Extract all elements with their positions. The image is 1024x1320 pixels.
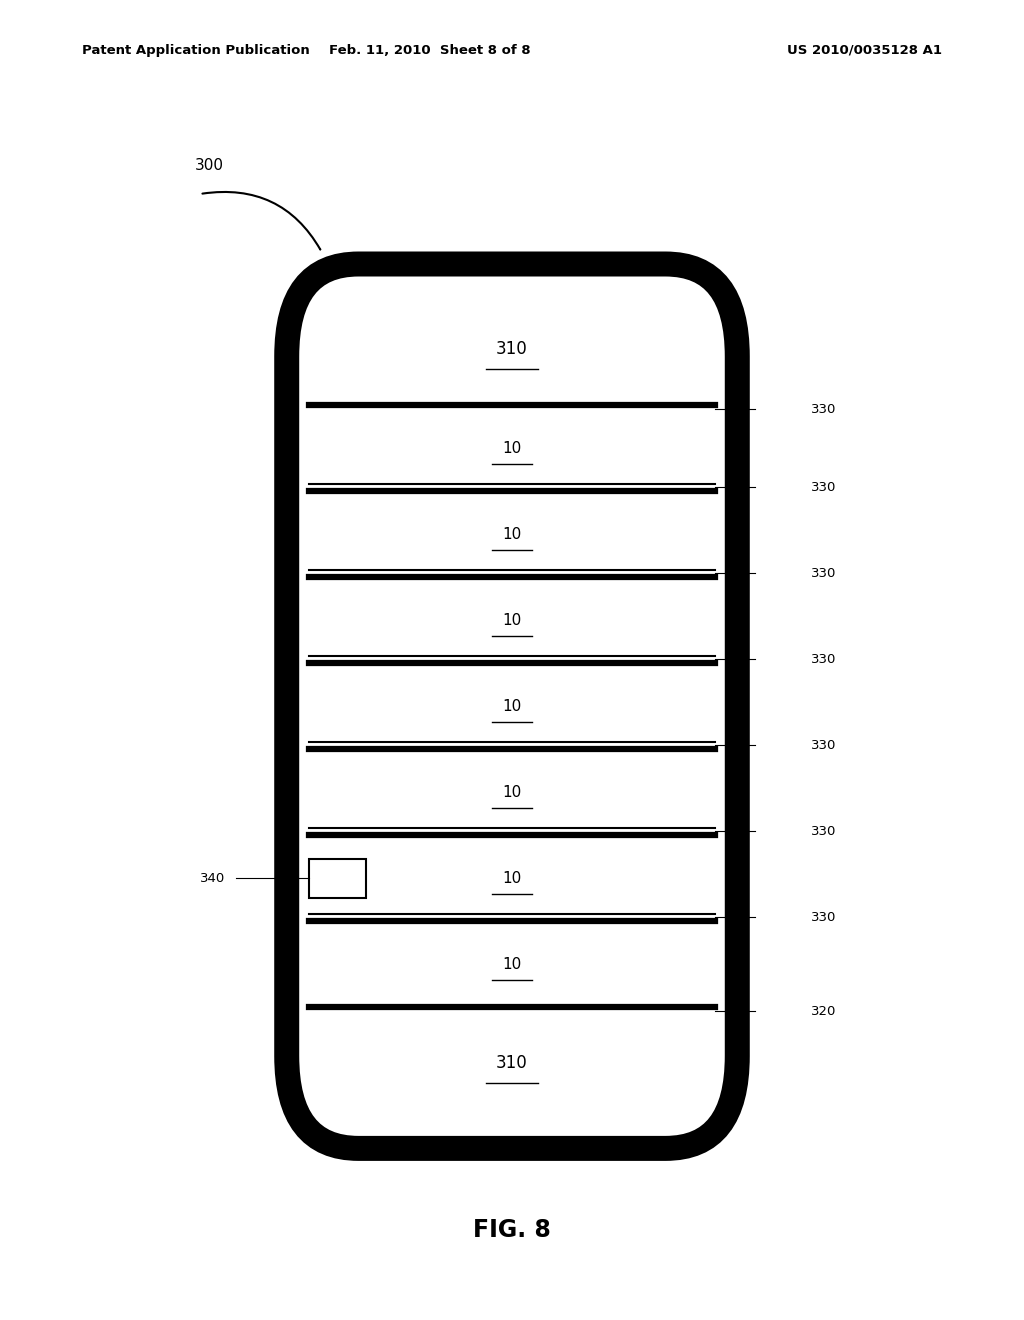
Text: Patent Application Publication: Patent Application Publication (82, 44, 309, 57)
Text: 330: 330 (811, 739, 837, 751)
Text: 330: 330 (811, 403, 837, 416)
Text: 340: 340 (200, 871, 225, 884)
Text: 10: 10 (503, 871, 521, 886)
Text: Feb. 11, 2010  Sheet 8 of 8: Feb. 11, 2010 Sheet 8 of 8 (330, 44, 530, 57)
Text: 330: 330 (811, 480, 837, 494)
FancyArrowPatch shape (203, 191, 321, 249)
Text: 10: 10 (503, 698, 521, 714)
Bar (309, 859, 366, 898)
Text: 10: 10 (503, 441, 521, 455)
Text: 10: 10 (503, 784, 521, 800)
Text: 300: 300 (195, 157, 223, 173)
FancyBboxPatch shape (287, 264, 737, 1148)
Text: 320: 320 (811, 1005, 837, 1018)
Text: 10: 10 (503, 527, 521, 541)
Text: FIG. 8: FIG. 8 (473, 1218, 551, 1242)
Text: 330: 330 (811, 825, 837, 838)
Text: 310: 310 (496, 341, 528, 358)
Text: 10: 10 (503, 957, 521, 972)
Text: 330: 330 (811, 911, 837, 924)
Text: 330: 330 (811, 653, 837, 665)
Text: 310: 310 (496, 1055, 528, 1072)
Text: 10: 10 (503, 612, 521, 628)
Text: US 2010/0035128 A1: US 2010/0035128 A1 (787, 44, 942, 57)
Text: 330: 330 (811, 566, 837, 579)
